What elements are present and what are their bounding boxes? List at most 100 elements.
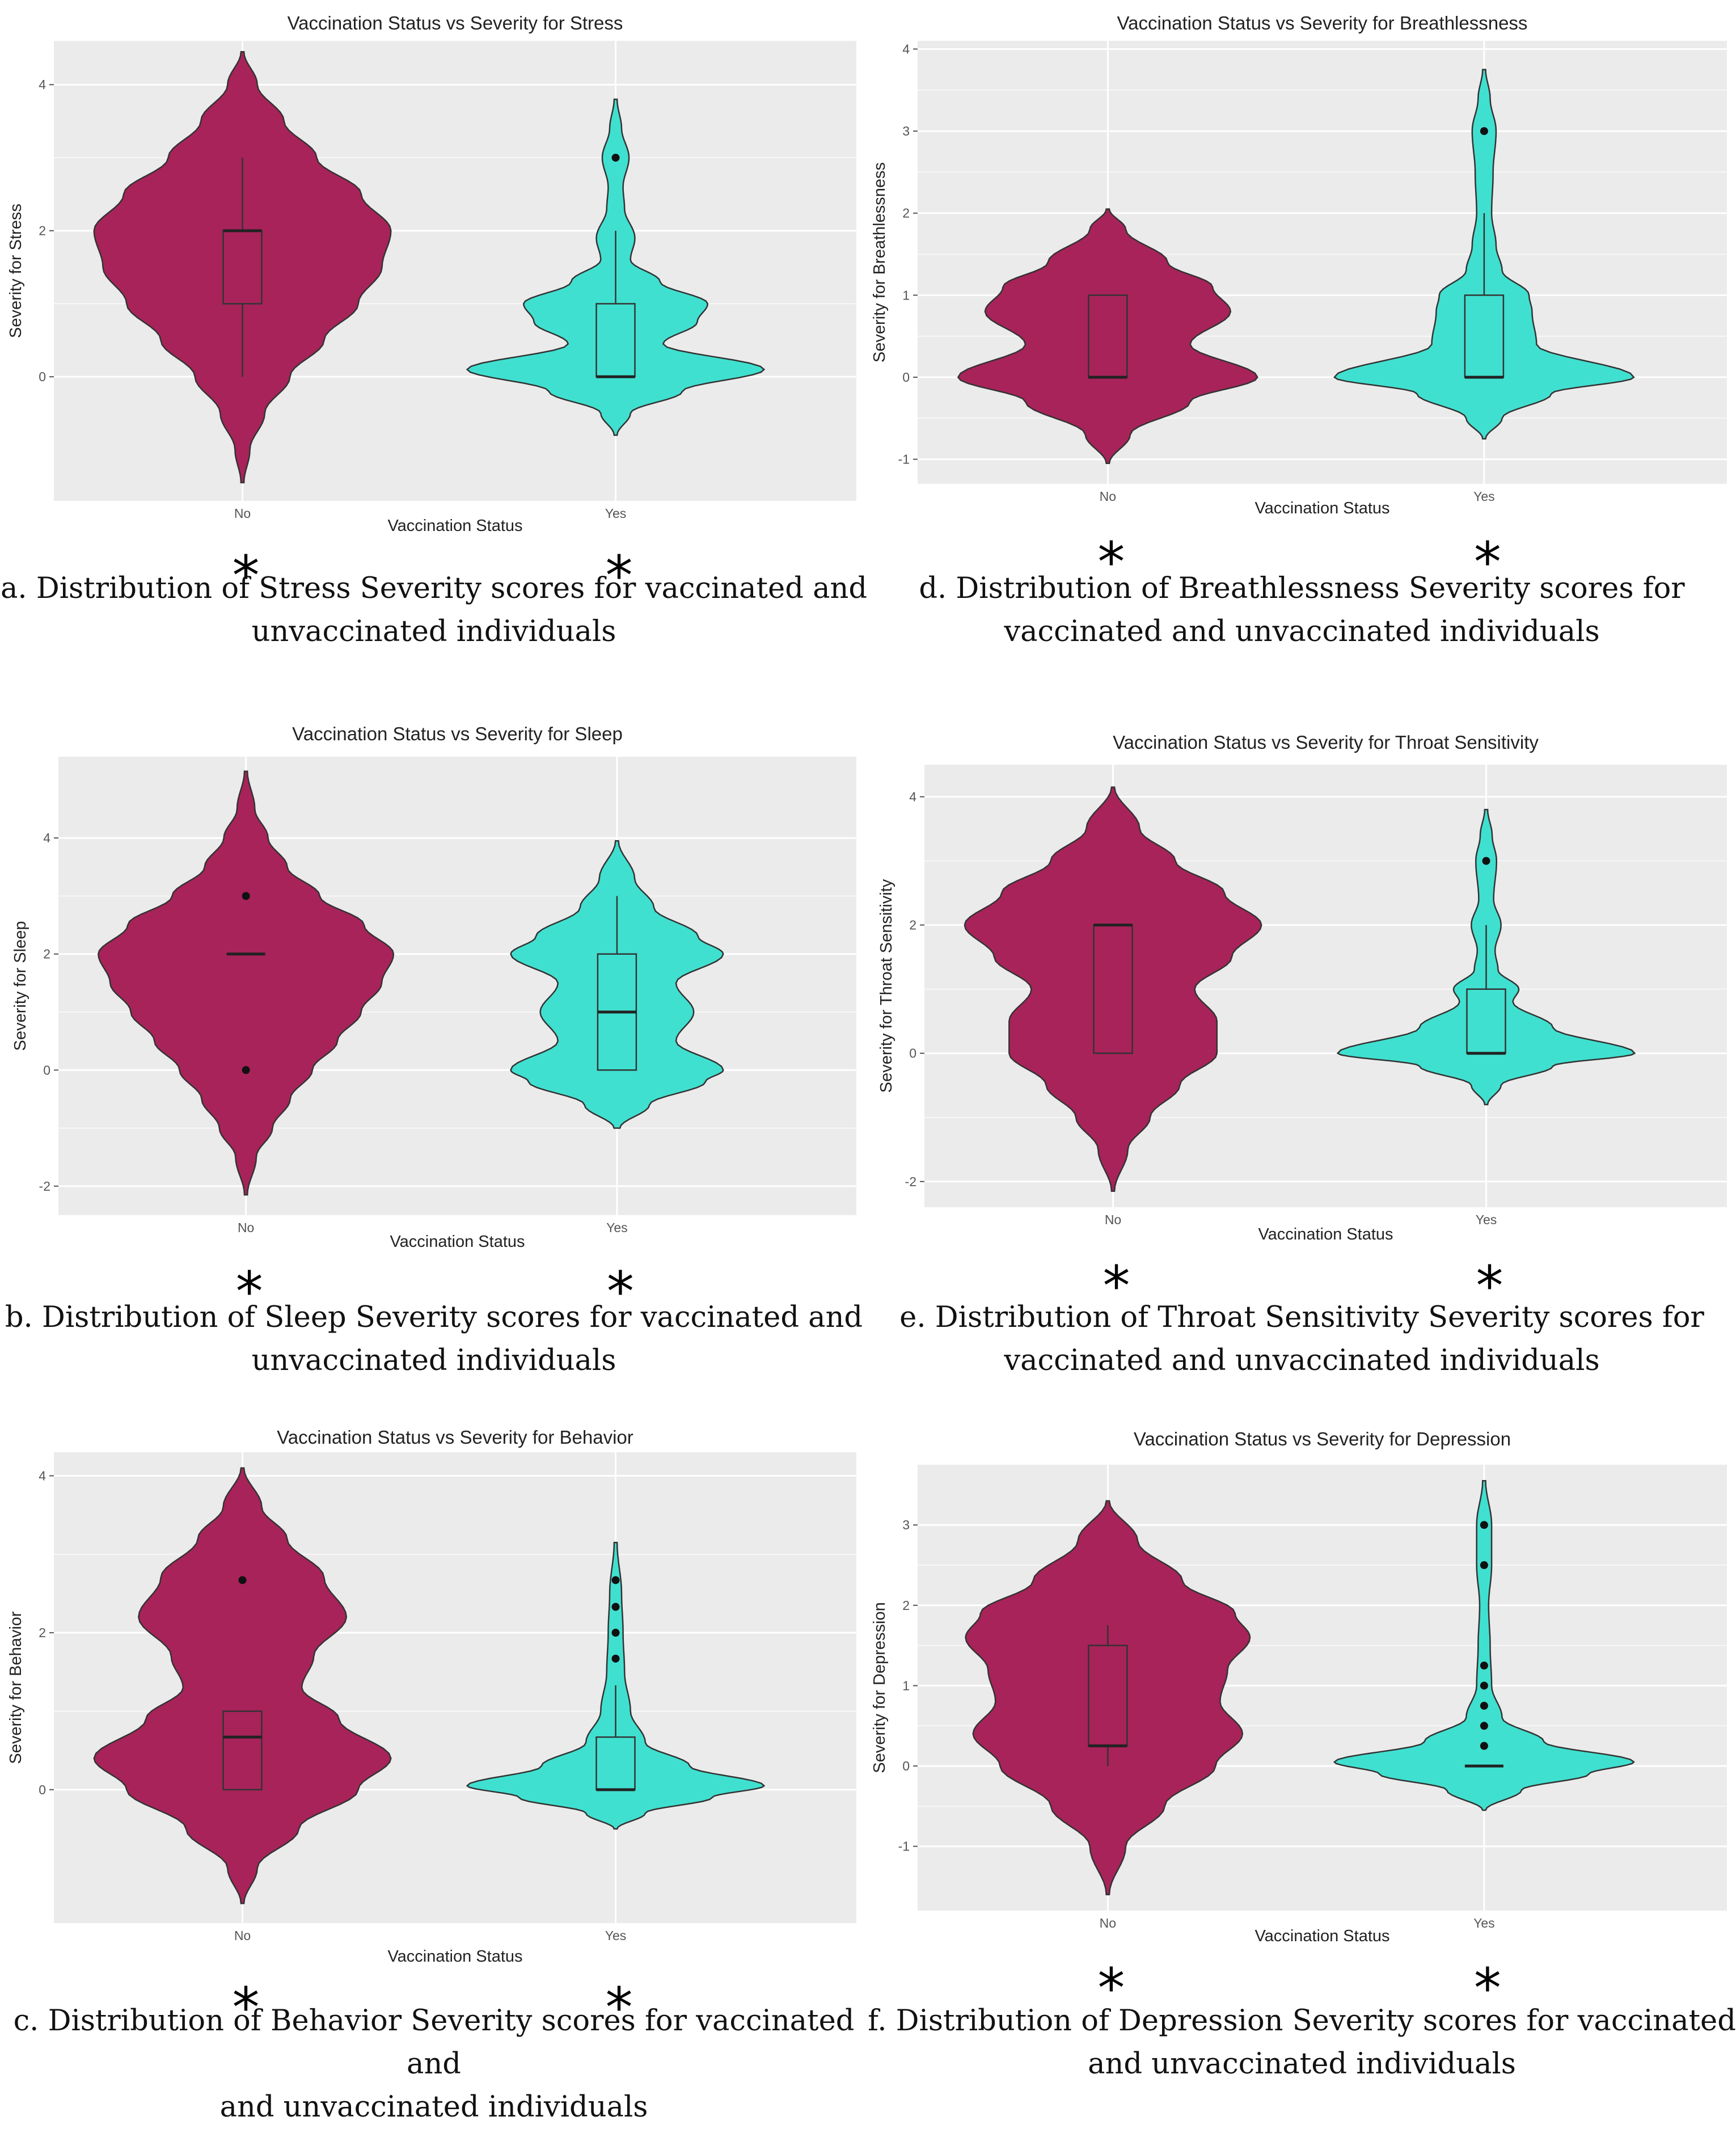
x-tick-label: No xyxy=(1105,1212,1121,1227)
significance-asterisk: * xyxy=(607,1260,634,1323)
chart-d: -1 0 1 2 3 4 No * Yes * Vaccination Status vs Seve… xyxy=(871,12,1727,594)
caption-line: b. Distribution of Sleep Severity scores… xyxy=(5,1301,863,1334)
outlier-point xyxy=(1480,1561,1488,1570)
y-tick-label: -1 xyxy=(898,452,910,467)
y-tick-label: 2 xyxy=(39,1625,46,1640)
box-iqr xyxy=(222,1710,263,1791)
chart-title: Vaccination Status vs Severity for Depre… xyxy=(1134,1428,1511,1449)
caption-line: c. Distribution of Behavior Severity sco… xyxy=(13,2004,855,2081)
y-axis-label: Severity for Throat Sensitivity xyxy=(877,879,896,1093)
x-tick-label: No xyxy=(238,1220,254,1235)
significance-asterisk: * xyxy=(606,544,633,608)
x-tick-label: Yes xyxy=(606,1220,628,1235)
y-tick-label: 0 xyxy=(39,369,46,384)
chart-title: Vaccination Status vs Severity for Sleep xyxy=(292,723,623,744)
y-tick-label: 4 xyxy=(39,77,46,92)
violin-no xyxy=(98,770,395,1196)
outlier-point xyxy=(1480,1521,1488,1529)
y-tick-label: -2 xyxy=(905,1174,916,1189)
outlier-point xyxy=(611,1576,620,1584)
y-tick-label: 0 xyxy=(902,370,910,385)
y-tick-label: 0 xyxy=(902,1759,910,1773)
y-axis-label: Severity for Sleep xyxy=(11,921,29,1051)
significance-asterisk: * xyxy=(236,1260,263,1323)
y-tick-label: 3 xyxy=(902,1517,910,1532)
y-tick-label: 0 xyxy=(43,1063,50,1077)
y-tick-label: -1 xyxy=(898,1839,910,1854)
x-tick-label: Yes xyxy=(1473,489,1495,504)
x-axis-label: Vaccination Status xyxy=(390,1233,525,1251)
significance-asterisk: * xyxy=(233,1976,260,2039)
chart-c: 0 2 4 No * Yes * Vaccination Status vs Severity… xyxy=(7,1427,856,2039)
y-tick-label: 2 xyxy=(39,224,46,238)
significance-asterisk: * xyxy=(233,544,260,608)
x-tick-label: No xyxy=(1100,1916,1116,1930)
y-tick-label: 3 xyxy=(902,124,910,138)
outlier-point xyxy=(611,1629,620,1637)
significance-asterisk: * xyxy=(1103,1254,1130,1318)
y-tick-label: 0 xyxy=(909,1046,916,1061)
y-axis-label: Severity for Breathlessness xyxy=(871,162,889,362)
x-tick-label: Yes xyxy=(605,506,627,521)
significance-asterisk: * xyxy=(1474,1957,1501,2020)
caption-line: e. Distribution of Throat Sensitivity Se… xyxy=(899,1301,1704,1334)
y-tick-label: 1 xyxy=(902,1678,910,1693)
y-tick-label: 4 xyxy=(909,790,916,804)
caption-e: e. Distribution of Throat Sensitivity Se… xyxy=(868,1296,1736,1382)
chart-e: -2 0 2 4 No * Yes * Vaccination Status vs Severi… xyxy=(877,732,1727,1318)
chart-title: Vaccination Status vs Severity for Stres… xyxy=(288,12,623,33)
outlier-point xyxy=(1480,1701,1488,1710)
box-iqr xyxy=(595,1736,636,1791)
outlier-point xyxy=(611,153,620,162)
y-tick-label: 0 xyxy=(39,1782,46,1797)
y-tick-label: 4 xyxy=(39,1469,46,1483)
box-iqr xyxy=(1088,294,1128,378)
violin-no xyxy=(93,1467,392,1904)
caption-a: a. Distribution of Stress Severity score… xyxy=(0,567,868,654)
outlier-point xyxy=(1480,1662,1488,1670)
y-axis-label: Severity for Stress xyxy=(7,204,25,338)
outlier-point xyxy=(611,1654,620,1663)
chart-f: -1 0 1 2 3 No * Yes * Vaccination Status vs Sever… xyxy=(871,1428,1727,2020)
x-tick-label: No xyxy=(234,1928,251,1943)
outlier-point xyxy=(611,1603,620,1611)
plot-background xyxy=(54,1452,856,1923)
y-axis-label: Severity for Behavior xyxy=(7,1611,25,1764)
y-tick-label: 2 xyxy=(902,1598,910,1613)
significance-asterisk: * xyxy=(1476,1254,1503,1318)
box-iqr xyxy=(595,303,636,378)
x-axis-label: Vaccination Status xyxy=(1258,1225,1393,1243)
caption-line: and unvaccinated individuals xyxy=(219,2090,648,2124)
figure-svg: 0 2 4 No * Yes * Vaccination Status vs Severity… xyxy=(7,12,1727,2039)
chart-title: Vaccination Status vs Severity for Behav… xyxy=(277,1427,633,1448)
caption-line: unvaccinated individuals xyxy=(251,615,616,648)
significance-asterisk: * xyxy=(1097,530,1125,594)
x-tick-label: No xyxy=(1100,489,1116,504)
chart-title: Vaccination Status vs Severity for Breat… xyxy=(1117,12,1528,33)
caption-line: vaccinated and unvaccinated individuals xyxy=(1004,615,1600,648)
caption-line: d. Distribution of Breathlessness Severi… xyxy=(919,572,1685,605)
chart-title: Vaccination Status vs Severity for Throa… xyxy=(1113,732,1539,753)
x-axis-label: Vaccination Status xyxy=(1255,499,1389,517)
x-tick-label: Yes xyxy=(1473,1916,1495,1930)
caption-line: f. Distribution of Depression Severity s… xyxy=(868,2004,1736,2038)
outlier-point xyxy=(238,1576,247,1584)
caption-f: f. Distribution of Depression Severity s… xyxy=(868,2000,1736,2086)
x-axis-label: Vaccination Status xyxy=(387,517,522,535)
y-tick-label: 2 xyxy=(909,918,916,933)
y-tick-label: 4 xyxy=(902,41,910,56)
outlier-point xyxy=(1480,1681,1488,1690)
outlier-point xyxy=(1480,1742,1488,1750)
caption-b: b. Distribution of Sleep Severity scores… xyxy=(0,1296,868,1382)
box-iqr xyxy=(1088,1645,1128,1747)
caption-line: a. Distribution of Stress Severity score… xyxy=(0,572,867,605)
significance-asterisk: * xyxy=(1474,530,1501,594)
outlier-point xyxy=(1482,857,1490,865)
chart-a: 0 2 4 No * Yes * Vaccination Status vs Severity… xyxy=(7,12,856,608)
significance-asterisk: * xyxy=(1097,1957,1125,2020)
caption-c: c. Distribution of Behavior Severity sco… xyxy=(0,2000,868,2129)
significance-asterisk: * xyxy=(606,1976,633,2039)
outlier-point xyxy=(1480,127,1488,136)
outlier-point xyxy=(242,892,250,900)
caption-line: unvaccinated individuals xyxy=(251,1344,616,1377)
